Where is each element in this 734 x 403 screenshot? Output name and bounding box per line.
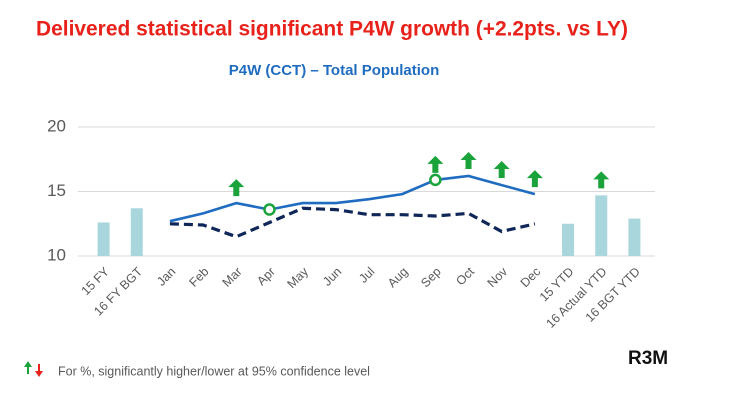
y-tick-label: 10 bbox=[47, 245, 66, 264]
bar bbox=[130, 208, 143, 256]
significance-arrow bbox=[427, 155, 444, 173]
significance-arrow bbox=[593, 171, 610, 189]
chart-title: Delivered statistical significant P4W gr… bbox=[36, 18, 628, 41]
significance-arrow bbox=[493, 161, 510, 179]
line-series bbox=[169, 206, 536, 239]
x-tick-label: Jun bbox=[320, 265, 344, 289]
bar bbox=[628, 218, 641, 256]
legend-icon bbox=[24, 361, 43, 377]
x-tick-label: Dec bbox=[518, 265, 544, 291]
bar bbox=[562, 223, 575, 256]
bar bbox=[97, 222, 110, 256]
y-tick-label: 15 bbox=[47, 181, 66, 200]
x-tick-label: Oct bbox=[453, 264, 477, 288]
brand: R3M bbox=[628, 348, 668, 369]
x-tick-label: Apr bbox=[254, 265, 278, 289]
significance-circle bbox=[429, 173, 442, 187]
footnote: For %, significantly higher/lower at 95%… bbox=[58, 364, 370, 378]
significance-arrow bbox=[460, 152, 477, 170]
x-tick-label: Jan bbox=[154, 265, 178, 289]
significance-circle bbox=[263, 203, 276, 216]
x-tick-label: Jul bbox=[356, 265, 377, 286]
significance-arrow bbox=[228, 179, 245, 197]
y-tick-label: 20 bbox=[47, 116, 66, 135]
x-tick-label: Sep bbox=[418, 265, 444, 291]
significance-arrow bbox=[526, 170, 543, 188]
x-tick-label: Aug bbox=[385, 265, 411, 291]
x-tick-label: Nov bbox=[485, 264, 511, 290]
x-tick-label: Mar bbox=[220, 265, 245, 290]
x-tick-label: Feb bbox=[186, 265, 211, 290]
line-series bbox=[169, 174, 536, 223]
x-tick-label: May bbox=[284, 264, 311, 291]
chart-subtitle: P4W (CCT) – Total Population bbox=[229, 62, 440, 79]
bar bbox=[595, 195, 608, 256]
